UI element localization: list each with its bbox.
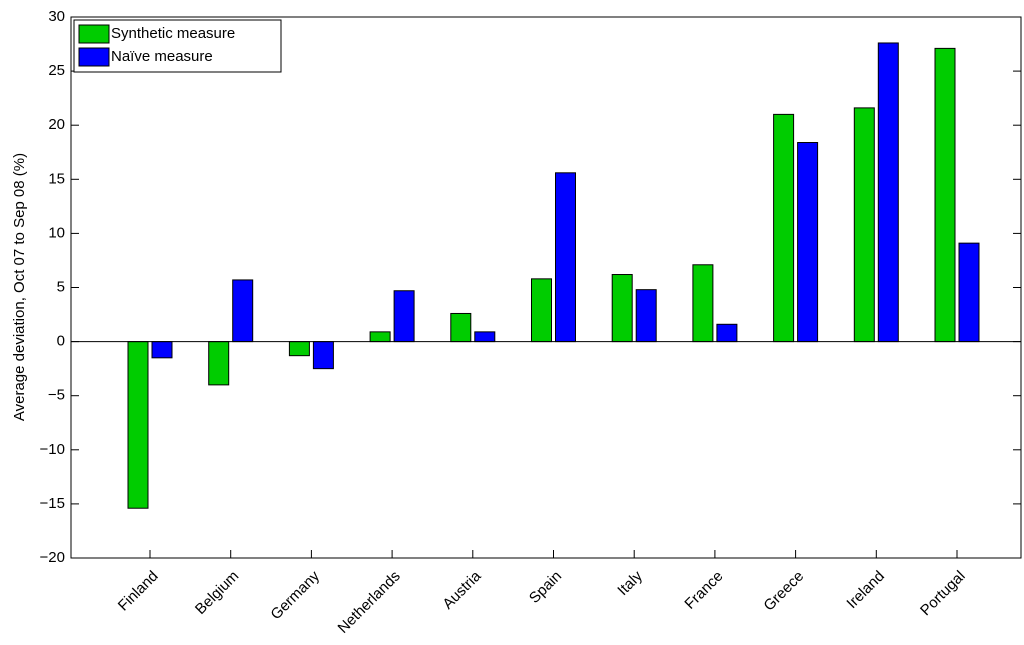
y-tick-label: −10 bbox=[40, 441, 65, 458]
x-tick-label: Portugal bbox=[917, 568, 969, 620]
y-tick-label: 15 bbox=[48, 170, 65, 187]
bar bbox=[635, 289, 657, 343]
bar bbox=[232, 279, 254, 343]
bar bbox=[208, 341, 230, 386]
bar bbox=[288, 341, 310, 357]
y-tick-label: 30 bbox=[48, 8, 65, 25]
bar bbox=[369, 331, 391, 343]
bar bbox=[692, 264, 714, 343]
y-tick-label: 0 bbox=[57, 333, 65, 350]
bar bbox=[531, 278, 552, 343]
y-tick-label: 20 bbox=[48, 116, 65, 133]
legend-swatch bbox=[78, 47, 110, 67]
bar bbox=[312, 341, 334, 370]
bar bbox=[934, 47, 956, 343]
x-tick-label: Spain bbox=[526, 568, 565, 607]
bar bbox=[853, 107, 875, 343]
x-tick-label: Italy bbox=[614, 567, 646, 599]
y-tick-label: 10 bbox=[48, 224, 65, 241]
x-tick-label: Belgium bbox=[192, 568, 242, 618]
bar bbox=[877, 42, 899, 343]
legend: Synthetic measure Naïve measure bbox=[73, 19, 282, 73]
bar bbox=[716, 323, 738, 343]
bar bbox=[127, 341, 149, 509]
y-tick-label: −15 bbox=[40, 495, 65, 512]
bar bbox=[450, 312, 472, 343]
x-tick-label: Greece bbox=[760, 568, 807, 615]
legend-swatch bbox=[78, 24, 110, 44]
y-tick-label: −5 bbox=[48, 387, 65, 404]
legend-label: Synthetic measure bbox=[111, 25, 235, 42]
bar bbox=[958, 242, 980, 343]
bar bbox=[611, 274, 633, 343]
y-tick-label: 5 bbox=[57, 278, 65, 295]
x-tick-label: France bbox=[682, 568, 727, 613]
y-tick-label: −20 bbox=[40, 549, 65, 566]
legend-label: Naïve measure bbox=[111, 48, 213, 65]
x-tick-label: Austria bbox=[439, 567, 484, 612]
bar bbox=[393, 290, 415, 343]
axes-box bbox=[70, 16, 1022, 559]
bar bbox=[797, 142, 819, 343]
x-tick-label: Ireland bbox=[843, 568, 887, 612]
bar bbox=[151, 341, 173, 359]
bar bbox=[474, 331, 496, 343]
y-axis-label: Average deviation, Oct 07 to Sep 08 (%) bbox=[11, 153, 28, 421]
x-tick-label: Netherlands bbox=[335, 568, 404, 637]
x-tick-label: Finland bbox=[115, 568, 162, 615]
bar bbox=[555, 172, 576, 343]
x-tick-label: Germany bbox=[267, 567, 323, 623]
bar bbox=[773, 113, 795, 343]
y-tick-label: 25 bbox=[48, 62, 65, 79]
